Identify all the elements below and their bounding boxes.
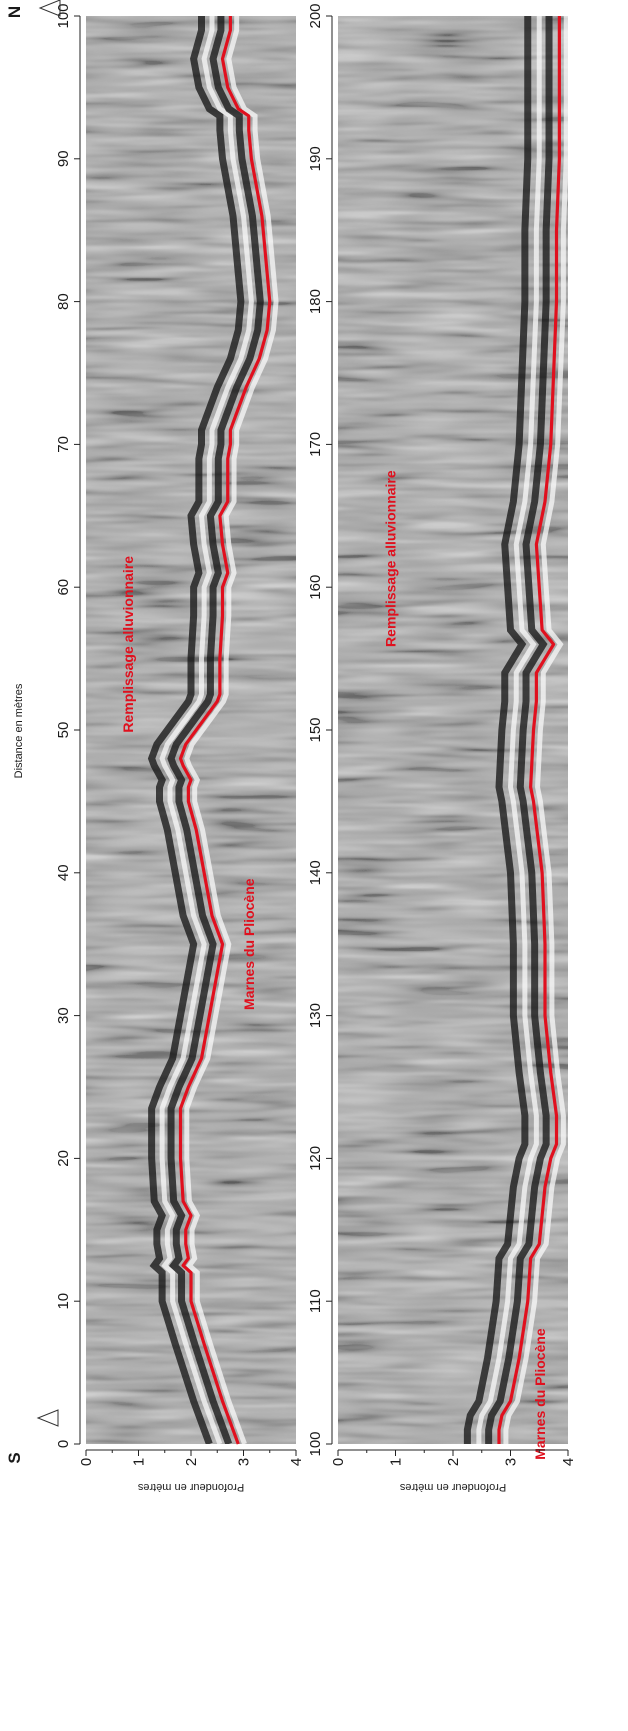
distance-tick-label: 130 — [307, 1003, 324, 1028]
depth-axis-title: Profondeur en mètres — [399, 1481, 506, 1493]
orientation-end-label: N — [5, 6, 24, 18]
distance-tick-label: 180 — [307, 289, 324, 314]
orientation-start-label: S — [5, 1452, 24, 1463]
distance-tick-label: 30 — [55, 1007, 72, 1024]
depth-tick-label: 1 — [131, 1458, 148, 1466]
distance-tick-label: 100 — [307, 1431, 324, 1456]
depth-axis-title: Profondeur en mètres — [137, 1481, 244, 1493]
orientation-end-arrow-icon — [38, 0, 61, 17]
reflector-band — [463, 16, 532, 1444]
reflector-band — [485, 16, 553, 1444]
distance-tick-label: 100 — [55, 3, 72, 28]
depth-tick-label: 2 — [183, 1458, 200, 1466]
reflector-band — [159, 16, 254, 1444]
distance-tick-label: 40 — [55, 864, 72, 881]
depth-tick-label: 3 — [503, 1458, 520, 1466]
distance-tick-label: 160 — [307, 575, 324, 600]
distance-tick-label: 120 — [307, 1146, 324, 1171]
layer-annotation: Marnes du Pliocène — [532, 1328, 548, 1460]
depth-tick-label: 1 — [388, 1458, 405, 1466]
distance-tick-label: 70 — [55, 436, 72, 453]
depth-tick-label: 2 — [445, 1458, 462, 1466]
distance-tick-label: 170 — [307, 432, 324, 457]
x-axis-title: Distance en mètres — [13, 683, 25, 778]
reflector-band — [167, 16, 264, 1444]
interface-line-top — [178, 16, 272, 1445]
distance-tick-label: 150 — [307, 717, 324, 742]
distance-tick-label: 90 — [55, 150, 72, 167]
depth-tick-label: 4 — [288, 1458, 305, 1466]
layer-annotation: Remplissage alluvionnaire — [383, 470, 399, 647]
layer-annotation: Remplissage alluvionnaire — [120, 556, 136, 733]
depth-tick-label: 3 — [236, 1458, 253, 1466]
reflector-band — [147, 16, 245, 1444]
reflector-band — [476, 16, 542, 1444]
panel-bottom: Remplissage alluvionnaire Marnes du Plioc… — [307, 3, 577, 1493]
distance-tick-label: 140 — [307, 860, 324, 885]
distance-tick-label: 110 — [307, 1289, 324, 1313]
depth-tick-label: 0 — [78, 1458, 95, 1466]
distance-tick-label: 80 — [55, 293, 72, 310]
depth-tick-label: 0 — [330, 1458, 347, 1466]
distance-tick-label: 0 — [55, 1440, 72, 1448]
layer-annotation: Marnes du Pliocène — [241, 878, 257, 1010]
interface-line-bottom — [497, 16, 561, 1444]
distance-tick-label: 20 — [55, 1150, 72, 1167]
distance-tick-label: 10 — [55, 1293, 72, 1310]
distance-tick-label: 50 — [55, 722, 72, 739]
distance-tick-label: 190 — [307, 146, 324, 171]
reflector-band — [503, 16, 568, 1444]
depth-tick-label: 4 — [560, 1458, 577, 1466]
reflector-band — [184, 16, 279, 1444]
orientation-start-arrow-icon — [36, 1409, 59, 1427]
distance-tick-label: 200 — [307, 3, 324, 28]
panel-top: Remplissage alluvionnaire Marnes du Plioc… — [55, 3, 305, 1493]
distance-tick-label: 60 — [55, 579, 72, 596]
